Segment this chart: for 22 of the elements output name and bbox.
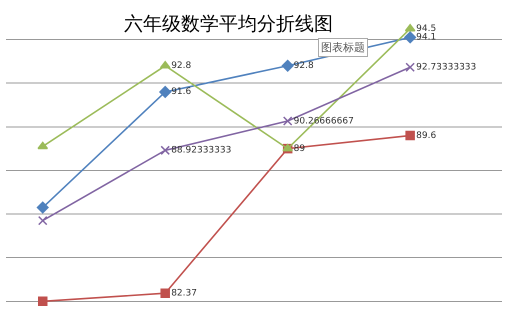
annotation: 图表标题 (321, 41, 365, 54)
data-label: 82.37 (171, 288, 197, 298)
chart-title: 六年级数学平均分折线图 (124, 13, 334, 36)
data-label: 91.6 (171, 87, 192, 98)
point (36, 202, 49, 214)
data-label: 88.92333333 (171, 146, 232, 156)
point (405, 130, 415, 140)
point (160, 288, 170, 298)
data-label: 92.8 (171, 61, 192, 72)
point (404, 31, 416, 44)
data-label: 89.6 (416, 130, 436, 141)
point (405, 62, 415, 72)
point (159, 86, 172, 98)
data-label: 94.5 (416, 24, 436, 34)
data-label: 94.1 (416, 32, 436, 43)
data-label: 92.8 (294, 61, 314, 72)
data-label: 92.73333333 (416, 62, 476, 72)
point (282, 116, 292, 126)
point (38, 296, 48, 306)
point (38, 216, 48, 226)
point (282, 60, 294, 72)
point (160, 146, 170, 156)
